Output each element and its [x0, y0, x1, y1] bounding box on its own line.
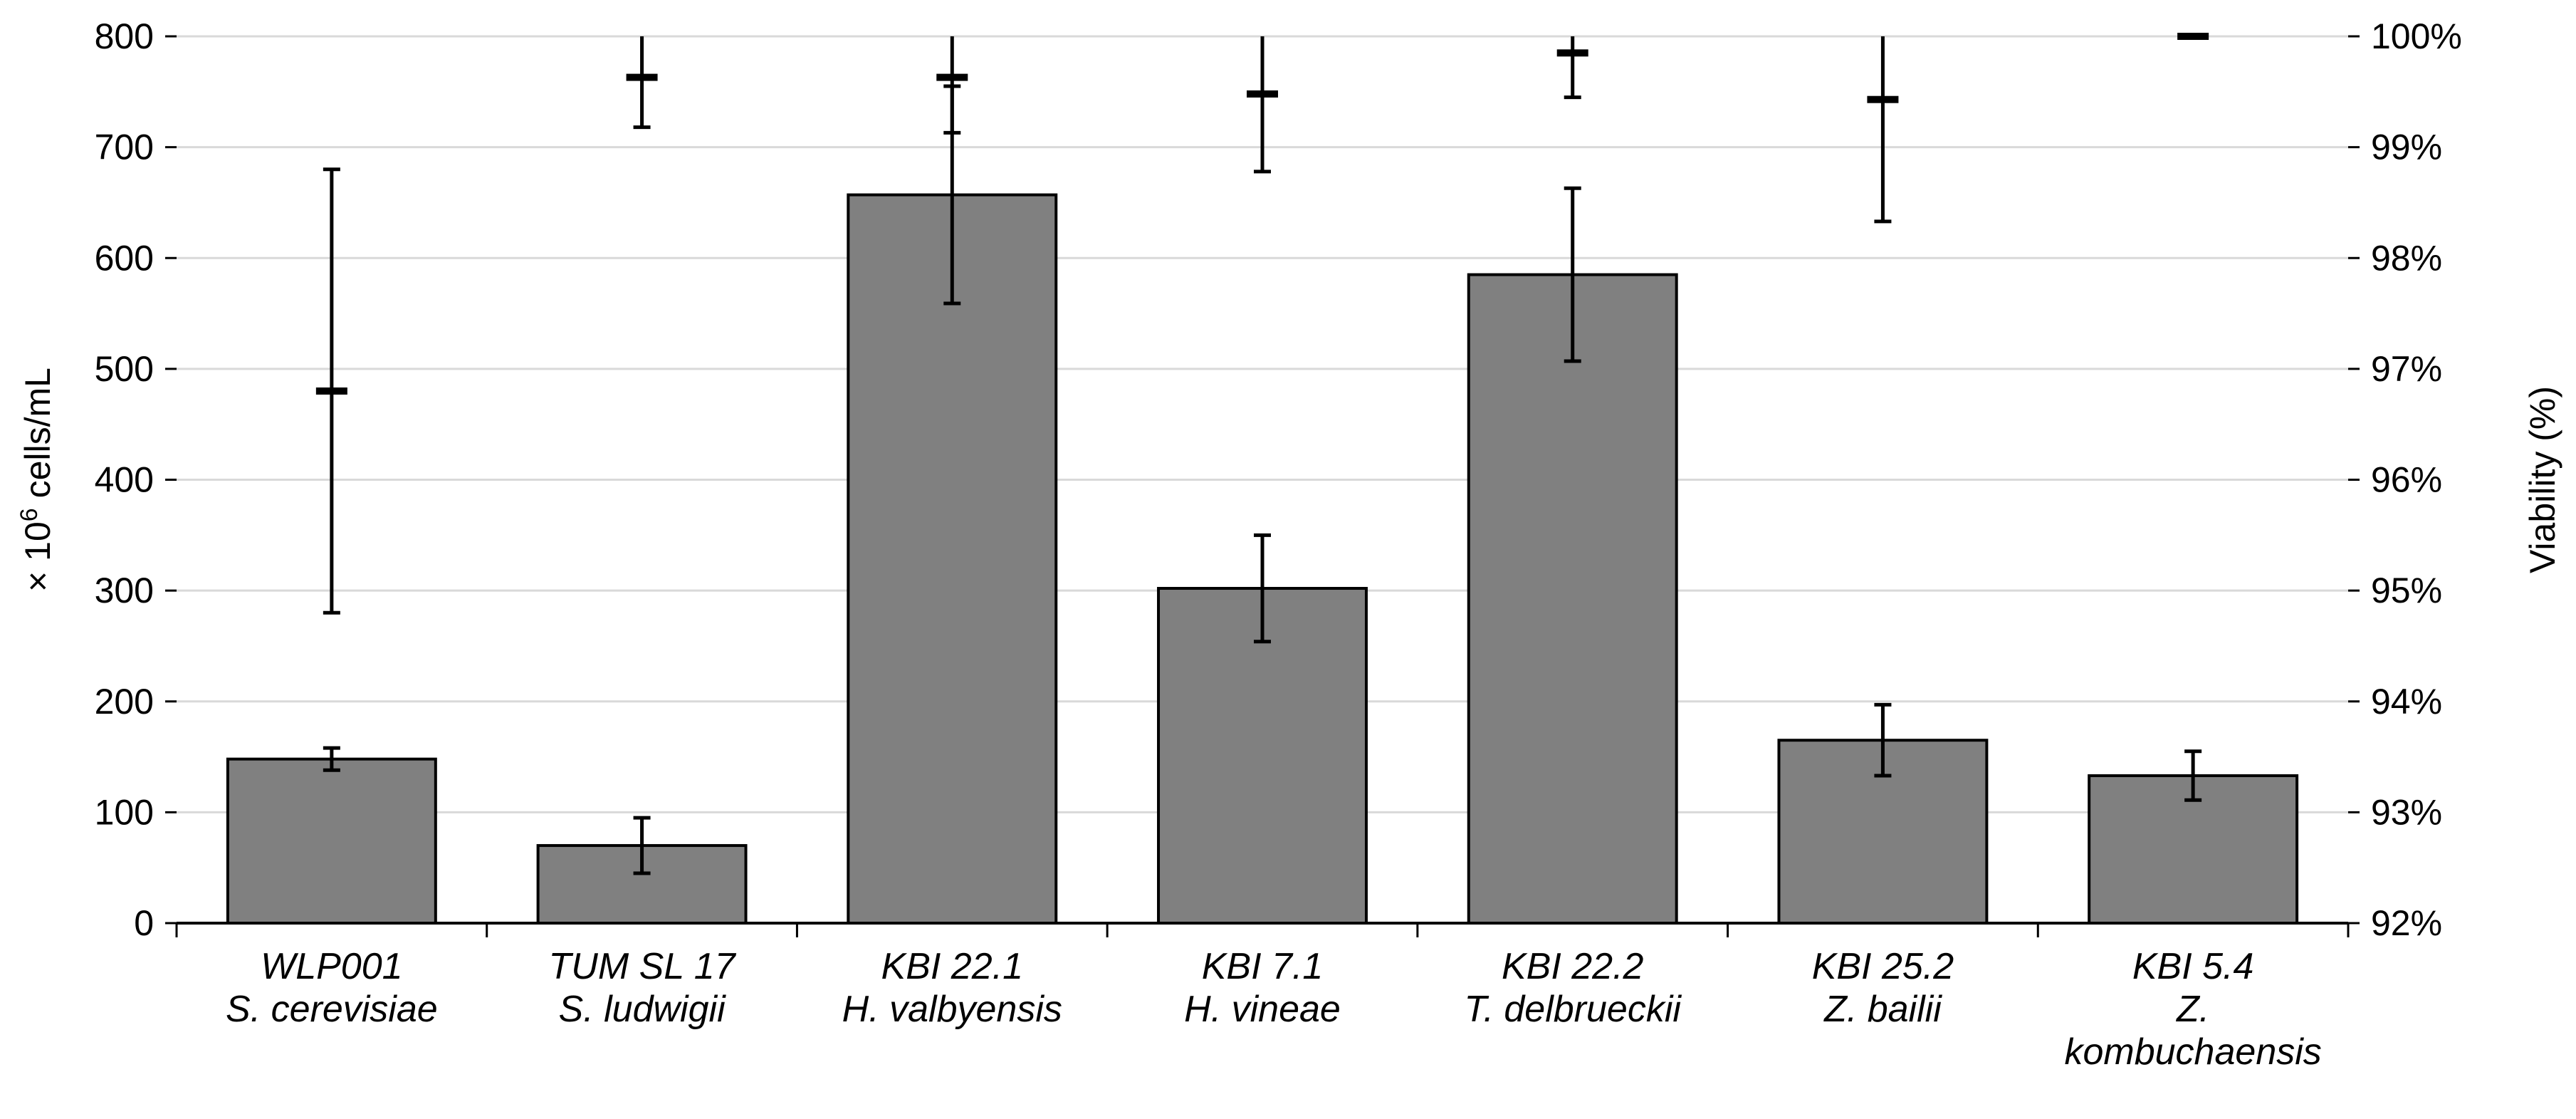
right-axis-ticks: 92% 93% 94% 95% 96% 97% 98% 99% 100% [2348, 16, 2462, 943]
viability-marker [315, 387, 347, 395]
category-label: Z. bailii [1823, 989, 1942, 1030]
category-label: Z. [2175, 989, 2209, 1030]
y-left-title-superscript: 6 [16, 508, 43, 521]
left-axis-tick-label: 400 [95, 460, 154, 500]
category-label: KBI 25.2 [1812, 946, 1954, 987]
category-label: S. cerevisiae [226, 989, 438, 1030]
category-label: KBI 22.2 [1502, 946, 1644, 987]
viability-marker [626, 73, 658, 81]
category-label: S. ludwigii [559, 989, 727, 1030]
viability-marker [1867, 95, 1899, 103]
left-axis-tick-label: 500 [95, 349, 154, 389]
y-right-axis-title: Viability (%) [2523, 386, 2562, 573]
bar [226, 757, 437, 925]
left-axis-tick-label: 200 [95, 682, 154, 722]
left-axis-tick-label: 100 [95, 792, 154, 832]
bar [847, 193, 1058, 925]
right-axis-tick-label: 95% [2371, 571, 2442, 610]
viability-marker [936, 73, 968, 81]
left-axis-tick-label: 0 [134, 903, 154, 943]
category-label: H. vineae [1184, 989, 1341, 1030]
bars [226, 84, 2299, 925]
left-axis-ticks: 0 100 200 300 400 500 600 700 800 [95, 16, 177, 943]
y-left-axis-title: × 106 cells/mL [16, 368, 58, 592]
right-axis-tick-label: 100% [2371, 16, 2462, 56]
right-axis-tick-label: 98% [2371, 238, 2442, 278]
left-axis-tick-label: 300 [95, 571, 154, 610]
left-axis-tick-label: 800 [95, 16, 154, 56]
right-axis-tick-label: 93% [2371, 792, 2442, 832]
viability-marker [1247, 90, 1278, 98]
left-axis-tick-label: 700 [95, 127, 154, 167]
right-axis-tick-label: 96% [2371, 460, 2442, 500]
category-label: WLP001 [261, 946, 402, 987]
category-label: kombuchaensis [2064, 1031, 2321, 1073]
bar [1157, 587, 1368, 925]
right-axis-tick-label: 92% [2371, 903, 2442, 943]
category-label: T. delbrueckii [1464, 989, 1682, 1030]
left-axis-tick-label: 600 [95, 238, 154, 278]
viability-markers [315, 33, 2209, 615]
y-left-title-prefix: × 10 [18, 521, 58, 592]
category-label: KBI 22.1 [881, 946, 1023, 987]
right-axis-tick-label: 99% [2371, 127, 2442, 167]
viability-marker [1556, 49, 1588, 57]
bar [1467, 273, 1678, 925]
category-label: TUM SL 17 [549, 946, 737, 987]
y-left-title-suffix: cells/mL [18, 368, 58, 508]
right-axis-tick-label: 94% [2371, 682, 2442, 722]
category-label: KBI 7.1 [1202, 946, 1324, 987]
category-label: H. valbyensis [842, 989, 1062, 1030]
right-axis-tick-label: 97% [2371, 349, 2442, 389]
viability-marker [2177, 33, 2209, 40]
category-label: KBI 5.4 [2132, 946, 2254, 987]
